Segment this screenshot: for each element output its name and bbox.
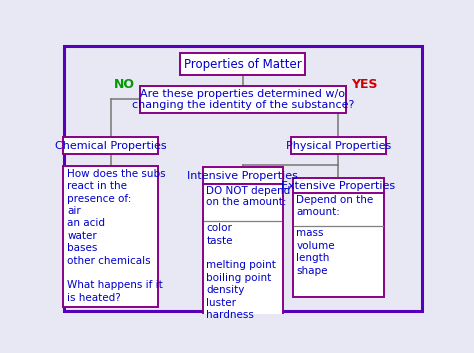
Text: Extensive Properties: Extensive Properties [282,181,395,191]
Text: Physical Properties: Physical Properties [286,140,391,151]
Text: DO NOT depend
on the amount:: DO NOT depend on the amount: [206,186,291,208]
Text: Chemical Properties: Chemical Properties [55,140,166,151]
Text: YES: YES [351,78,378,91]
Text: Properties of Matter: Properties of Matter [184,58,302,71]
Text: NO: NO [114,78,135,91]
Text: mass
volume
length
shape: mass volume length shape [296,228,335,276]
Text: How does the subs
react in the
presence of:
air
an acid
water
bases
other chemic: How does the subs react in the presence … [67,169,166,303]
FancyBboxPatch shape [291,137,386,155]
FancyBboxPatch shape [63,137,158,155]
FancyBboxPatch shape [63,166,158,307]
FancyBboxPatch shape [181,53,305,75]
FancyBboxPatch shape [140,86,346,113]
Text: Intensive Properties: Intensive Properties [188,170,298,180]
FancyBboxPatch shape [292,178,384,195]
Text: Are these properties determined w/o
changing the identity of the substance?: Are these properties determined w/o chan… [132,89,354,110]
FancyBboxPatch shape [292,193,384,297]
FancyBboxPatch shape [202,184,283,317]
FancyBboxPatch shape [64,46,422,311]
Text: Depend on the
amount:: Depend on the amount: [296,196,374,217]
Text: color
taste

melting point
boiling point
density
luster
hardness: color taste melting point boiling point … [206,223,276,320]
FancyBboxPatch shape [202,167,283,184]
